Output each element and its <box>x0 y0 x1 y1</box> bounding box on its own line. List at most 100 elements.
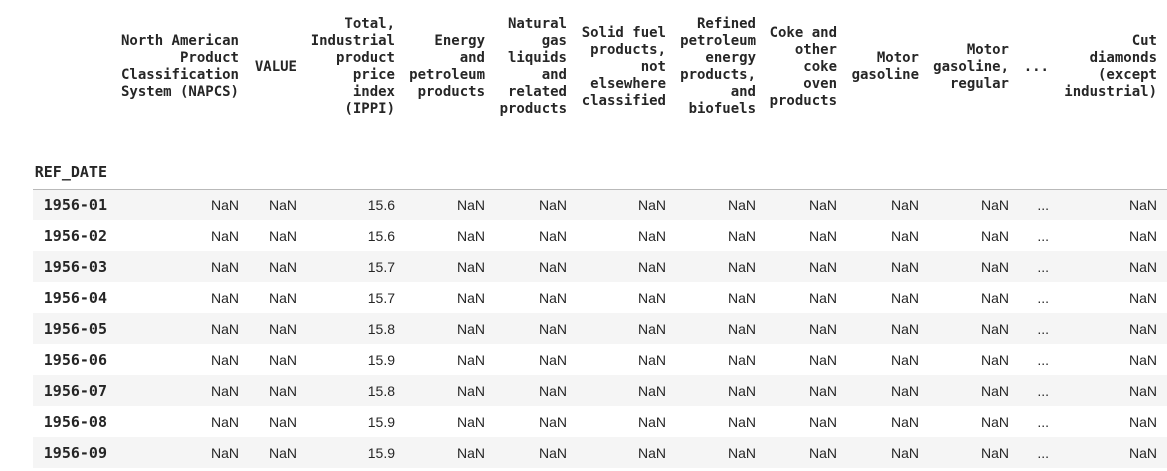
cell: NaN <box>538 382 567 399</box>
cell: NaN <box>980 289 1009 306</box>
cell: NaN <box>808 258 837 275</box>
cell: NaN <box>538 351 567 368</box>
cell: NaN <box>637 196 666 213</box>
cell: NaN <box>890 289 919 306</box>
cell: ... <box>1037 320 1049 337</box>
table-row: 1956-03 NaN NaN 15.7 NaN NaN NaN NaN NaN NaN NaN..… <box>33 251 1167 282</box>
table-row: 1956-05 NaN NaN 15.8 NaN NaN NaN NaN NaN NaN NaN..… <box>33 313 1167 344</box>
cell: ... <box>1037 413 1049 430</box>
cell: ... <box>1037 289 1049 306</box>
cell: 15.7 <box>367 289 395 306</box>
cell: NaN <box>1128 320 1157 337</box>
cell: NaN <box>890 382 919 399</box>
cell: 15.9 <box>367 413 395 430</box>
cell: 15.6 <box>367 227 395 244</box>
cell: NaN <box>210 351 239 368</box>
cell: 15.8 <box>367 320 395 337</box>
index-name-row: REF_DATE <box>33 134 1167 190</box>
cell: NaN <box>890 320 919 337</box>
cell: NaN <box>890 258 919 275</box>
table-row: 1956-07 NaN NaN 15.8 NaN NaN NaN NaN NaN NaN NaN..… <box>33 375 1167 406</box>
cell: NaN <box>637 258 666 275</box>
index-name-label: REF_DATE <box>33 134 117 190</box>
cell: NaN <box>808 227 837 244</box>
cell: NaN <box>456 413 485 430</box>
table-body: 1956-01 NaN NaN 15.6 NaN NaN NaN NaN NaN NaN NaN..… <box>33 189 1167 468</box>
cell: NaN <box>727 351 756 368</box>
table-row: 1956-01 NaN NaN 15.6 NaN NaN NaN NaN NaN NaN NaN..… <box>33 189 1167 220</box>
column-header-napcs: North American Product Classification Sy… <box>120 33 239 100</box>
cell: ... <box>1037 351 1049 368</box>
cell: NaN <box>1128 258 1157 275</box>
cell: NaN <box>727 382 756 399</box>
table-row: 1956-04 NaN NaN 15.7 NaN NaN NaN NaN NaN NaN NaN..… <box>33 282 1167 313</box>
cell: NaN <box>210 382 239 399</box>
spacer-cell <box>405 134 495 190</box>
cell: NaN <box>456 289 485 306</box>
cell: 15.9 <box>367 444 395 461</box>
cell: NaN <box>210 258 239 275</box>
cell: ... <box>1037 258 1049 275</box>
table-header: North American Product Classification Sy… <box>33 0 1167 190</box>
cell: NaN <box>727 320 756 337</box>
cell: NaN <box>1128 444 1157 461</box>
column-header-total-ippi: Total, Industrial product price index (I… <box>310 16 395 117</box>
spacer-cell <box>676 134 766 190</box>
cell: NaN <box>268 351 297 368</box>
spacer-cell <box>577 134 676 190</box>
cell: NaN <box>210 227 239 244</box>
cell: NaN <box>637 289 666 306</box>
cell: 15.7 <box>367 258 395 275</box>
cell: NaN <box>980 196 1009 213</box>
spacer-cell <box>307 134 405 190</box>
cell: NaN <box>808 320 837 337</box>
cell: NaN <box>637 444 666 461</box>
cell: NaN <box>1128 227 1157 244</box>
cell: NaN <box>538 227 567 244</box>
column-header-row: North American Product Classification Sy… <box>33 0 1167 134</box>
row-index: 1956-07 <box>43 381 107 400</box>
cell: NaN <box>268 227 297 244</box>
cell: NaN <box>538 289 567 306</box>
spacer-cell <box>847 134 929 190</box>
cell: NaN <box>808 382 837 399</box>
cell: NaN <box>980 351 1009 368</box>
spacer-cell <box>1019 134 1059 190</box>
row-index: 1956-01 <box>43 195 107 214</box>
column-header-natural-gas-liquids: Natural gas liquids and related products <box>499 16 567 117</box>
cell: NaN <box>727 413 756 430</box>
row-index: 1956-05 <box>43 319 107 338</box>
cell: NaN <box>890 227 919 244</box>
table-row: 1956-09 NaN NaN 15.9 NaN NaN NaN NaN NaN NaN NaN..… <box>33 437 1167 468</box>
cell: NaN <box>210 413 239 430</box>
cell: NaN <box>727 196 756 213</box>
row-index: 1956-09 <box>43 443 107 462</box>
cell: NaN <box>637 320 666 337</box>
cell: NaN <box>727 289 756 306</box>
cell: NaN <box>268 444 297 461</box>
row-index: 1956-03 <box>43 257 107 276</box>
spacer-cell <box>117 134 249 190</box>
cell: NaN <box>456 382 485 399</box>
cell: ... <box>1037 382 1049 399</box>
cell: NaN <box>727 258 756 275</box>
cell: NaN <box>980 320 1009 337</box>
cell: NaN <box>268 289 297 306</box>
cell: NaN <box>456 351 485 368</box>
cell: NaN <box>210 320 239 337</box>
cell: NaN <box>538 444 567 461</box>
cell: NaN <box>268 258 297 275</box>
corner-cell <box>33 0 117 134</box>
cell: NaN <box>808 413 837 430</box>
row-index: 1956-08 <box>43 412 107 431</box>
cell: NaN <box>980 444 1009 461</box>
cell: NaN <box>980 413 1009 430</box>
cell: NaN <box>456 320 485 337</box>
column-header-ellipsis: ... <box>1023 58 1049 75</box>
column-header-motor-gasoline-regular: Motor gasoline, regular <box>933 41 1009 92</box>
row-index: 1956-04 <box>43 288 107 307</box>
cell: NaN <box>808 444 837 461</box>
cell: NaN <box>268 413 297 430</box>
cell: NaN <box>980 382 1009 399</box>
row-index: 1956-06 <box>43 350 107 369</box>
